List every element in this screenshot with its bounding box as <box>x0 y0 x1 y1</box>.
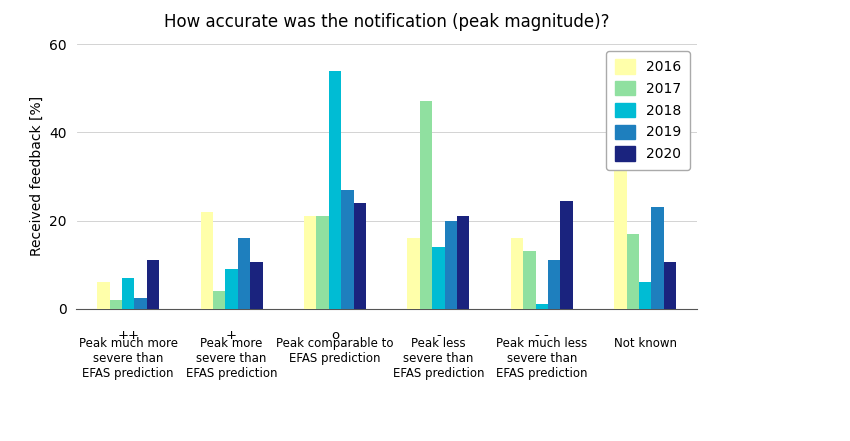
Bar <box>341 190 354 309</box>
Bar <box>110 300 122 309</box>
Bar <box>626 234 639 309</box>
Text: Peak less
severe than
EFAS prediction: Peak less severe than EFAS prediction <box>393 337 484 381</box>
Bar <box>147 260 159 309</box>
Bar <box>213 291 225 309</box>
Bar <box>304 216 316 309</box>
Bar <box>225 269 238 309</box>
Bar <box>420 101 433 309</box>
Text: Peak comparable to
EFAS prediction: Peak comparable to EFAS prediction <box>276 337 394 365</box>
Bar <box>433 247 445 309</box>
Bar <box>548 260 560 309</box>
Bar <box>615 137 626 309</box>
Text: - -: - - <box>535 329 549 341</box>
Bar <box>201 212 213 309</box>
Bar <box>457 216 469 309</box>
Text: Not known: Not known <box>614 337 677 350</box>
Bar <box>407 238 420 309</box>
Bar <box>664 262 677 309</box>
Bar <box>238 238 250 309</box>
Bar <box>329 71 341 309</box>
Bar <box>134 298 147 309</box>
Bar <box>524 251 536 309</box>
Bar <box>651 207 664 309</box>
Text: Peak much less
severe than
EFAS prediction: Peak much less severe than EFAS predicti… <box>496 337 587 381</box>
Text: Peak more
severe than
EFAS prediction: Peak more severe than EFAS prediction <box>186 337 277 381</box>
Bar <box>511 238 524 309</box>
Bar <box>122 278 134 309</box>
Text: Peak much more
severe than
EFAS prediction: Peak much more severe than EFAS predicti… <box>79 337 178 381</box>
Legend: 2016, 2017, 2018, 2019, 2020: 2016, 2017, 2018, 2019, 2020 <box>606 51 690 169</box>
Bar <box>560 201 573 309</box>
Text: -: - <box>436 329 441 341</box>
Text: ++: ++ <box>117 329 139 341</box>
Bar <box>97 282 110 309</box>
Bar <box>639 282 651 309</box>
Bar <box>354 203 366 309</box>
Bar <box>445 220 457 309</box>
Title: How accurate was the notification (peak magnitude)?: How accurate was the notification (peak … <box>164 13 609 31</box>
Y-axis label: Received feedback [%]: Received feedback [%] <box>30 96 43 257</box>
Text: o: o <box>331 329 339 341</box>
Bar <box>250 262 263 309</box>
Text: +: + <box>226 329 237 341</box>
Bar <box>316 216 329 309</box>
Bar <box>536 304 548 309</box>
